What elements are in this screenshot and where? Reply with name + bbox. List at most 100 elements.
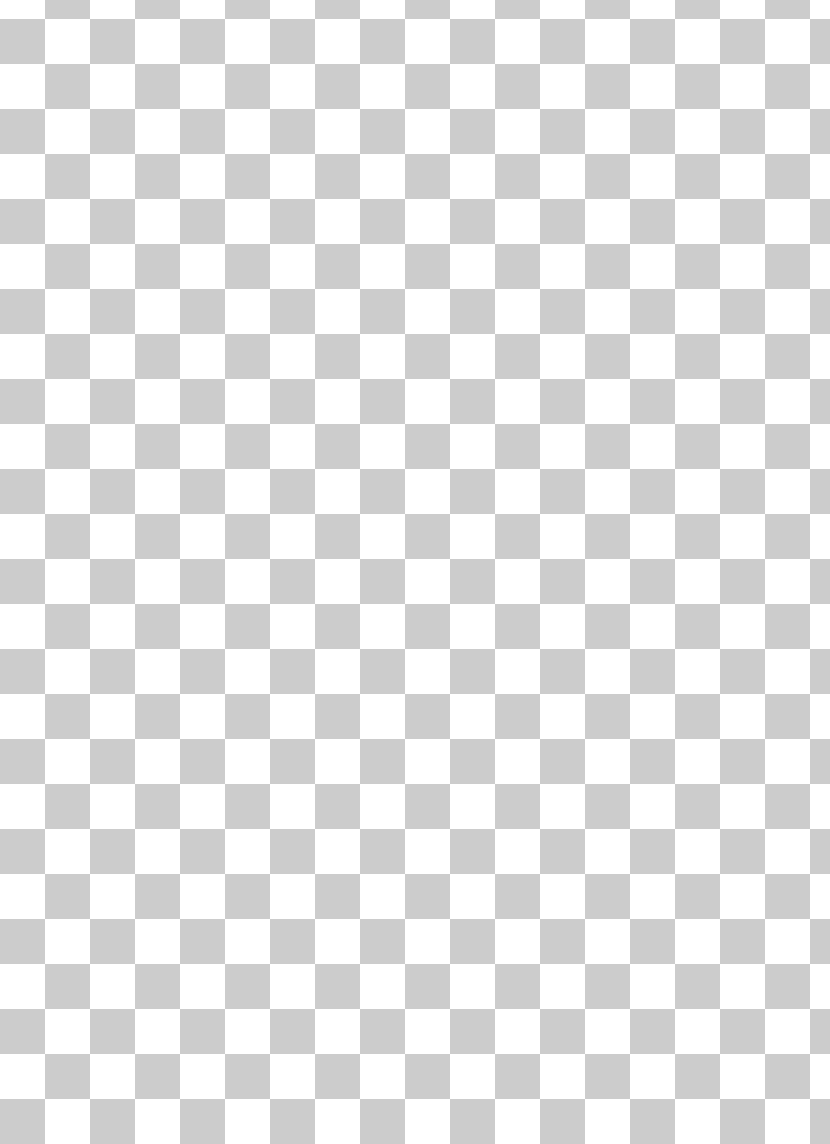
Bar bbox=[405, 874, 450, 919]
Bar bbox=[360, 469, 405, 514]
Bar bbox=[585, 109, 630, 154]
Bar bbox=[810, 829, 830, 874]
Bar bbox=[225, 649, 270, 694]
Bar bbox=[135, 109, 180, 154]
Bar bbox=[720, 199, 765, 244]
Bar bbox=[810, 514, 830, 559]
Bar bbox=[225, 964, 270, 1009]
Bar bbox=[675, 244, 720, 289]
Bar bbox=[45, 109, 90, 154]
Bar bbox=[315, 964, 360, 1009]
Bar bbox=[450, 874, 495, 919]
Bar bbox=[180, 199, 225, 244]
Bar bbox=[0, 424, 45, 469]
Bar bbox=[225, 0, 270, 19]
Bar bbox=[180, 784, 225, 829]
Bar bbox=[450, 1099, 495, 1144]
Bar bbox=[495, 604, 540, 649]
Bar bbox=[540, 739, 585, 784]
Bar bbox=[585, 964, 630, 1009]
Bar bbox=[720, 874, 765, 919]
Bar bbox=[45, 424, 90, 469]
Bar bbox=[315, 244, 360, 289]
Bar bbox=[765, 289, 810, 334]
Bar bbox=[675, 424, 720, 469]
Bar bbox=[630, 784, 675, 829]
Bar bbox=[720, 829, 765, 874]
Bar bbox=[585, 334, 630, 379]
Bar bbox=[270, 199, 315, 244]
Bar bbox=[495, 1054, 540, 1099]
Bar bbox=[540, 1009, 585, 1054]
Bar bbox=[0, 154, 45, 199]
Bar bbox=[405, 919, 450, 964]
Bar bbox=[810, 19, 830, 64]
Bar bbox=[810, 199, 830, 244]
Bar bbox=[270, 829, 315, 874]
Bar bbox=[45, 334, 90, 379]
Bar bbox=[495, 379, 540, 424]
Bar bbox=[90, 199, 135, 244]
Bar bbox=[450, 469, 495, 514]
Bar bbox=[45, 0, 90, 19]
Bar bbox=[495, 559, 540, 604]
Bar bbox=[765, 379, 810, 424]
Bar bbox=[45, 604, 90, 649]
Bar bbox=[585, 649, 630, 694]
Bar bbox=[45, 964, 90, 1009]
Bar bbox=[405, 1099, 450, 1144]
Bar bbox=[630, 1009, 675, 1054]
Bar bbox=[630, 199, 675, 244]
Bar bbox=[540, 154, 585, 199]
Bar bbox=[315, 0, 360, 19]
Bar bbox=[450, 19, 495, 64]
Bar bbox=[180, 1009, 225, 1054]
Bar bbox=[495, 109, 540, 154]
Bar bbox=[90, 334, 135, 379]
Bar bbox=[135, 604, 180, 649]
Bar bbox=[495, 289, 540, 334]
Bar bbox=[540, 1054, 585, 1099]
Bar bbox=[810, 469, 830, 514]
Bar bbox=[405, 964, 450, 1009]
Bar bbox=[315, 514, 360, 559]
Bar bbox=[135, 64, 180, 109]
Bar bbox=[90, 829, 135, 874]
Bar bbox=[0, 1099, 45, 1144]
Bar bbox=[360, 289, 405, 334]
Bar bbox=[45, 694, 90, 739]
Bar bbox=[540, 334, 585, 379]
Bar bbox=[135, 694, 180, 739]
Bar bbox=[720, 379, 765, 424]
Bar bbox=[765, 649, 810, 694]
Bar bbox=[45, 1054, 90, 1099]
Bar bbox=[315, 109, 360, 154]
Bar bbox=[540, 919, 585, 964]
Bar bbox=[270, 784, 315, 829]
Bar bbox=[45, 829, 90, 874]
Bar bbox=[765, 1099, 810, 1144]
Bar bbox=[495, 64, 540, 109]
Bar bbox=[225, 199, 270, 244]
Bar bbox=[540, 784, 585, 829]
Bar bbox=[315, 649, 360, 694]
Bar bbox=[540, 289, 585, 334]
Bar bbox=[630, 244, 675, 289]
Bar bbox=[180, 874, 225, 919]
Bar bbox=[360, 424, 405, 469]
Bar bbox=[180, 469, 225, 514]
Bar bbox=[675, 1009, 720, 1054]
Bar bbox=[765, 829, 810, 874]
Bar bbox=[0, 0, 45, 19]
Bar bbox=[765, 604, 810, 649]
Bar bbox=[585, 199, 630, 244]
Bar bbox=[225, 559, 270, 604]
Bar bbox=[360, 649, 405, 694]
Bar bbox=[765, 109, 810, 154]
Bar bbox=[45, 919, 90, 964]
Bar bbox=[810, 0, 830, 19]
Bar bbox=[450, 964, 495, 1009]
Bar bbox=[540, 424, 585, 469]
Bar bbox=[0, 109, 45, 154]
Bar bbox=[720, 64, 765, 109]
